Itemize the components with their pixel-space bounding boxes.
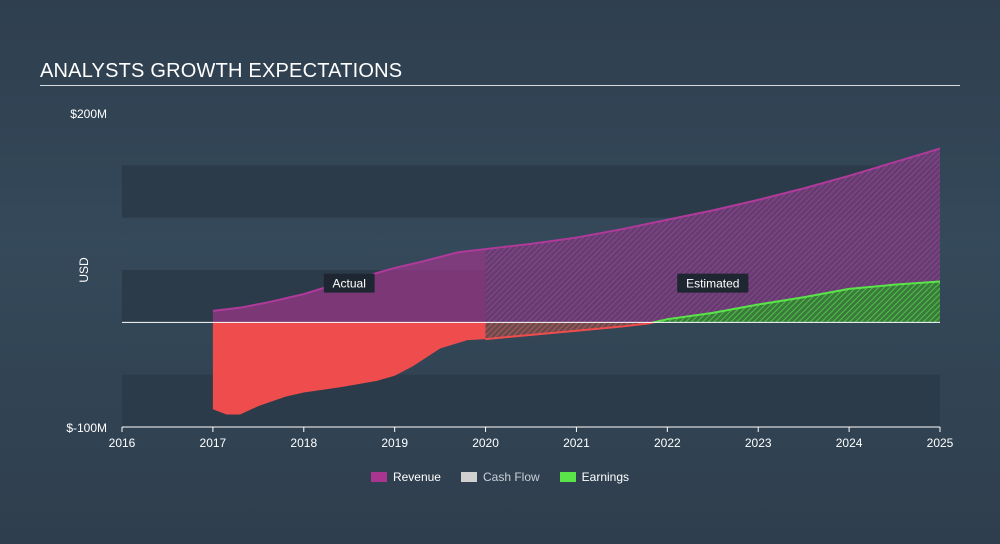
legend-item-earnings[interactable]: Earnings (559, 470, 630, 484)
x-tick-label: 2022 (654, 436, 681, 450)
x-tick-label: 2016 (109, 436, 136, 450)
legend-label: Earnings (581, 470, 630, 484)
earnings-area-estimated-positive (653, 281, 940, 323)
annotation-label: Actual (333, 277, 366, 291)
annotation-estimated: Estimated (677, 273, 749, 293)
x-tick-label: 2018 (290, 436, 317, 450)
x-tick-label: 2020 (472, 436, 499, 450)
chart-legend: Revenue Cash Flow Earnings (0, 470, 1000, 484)
y-tick-label: $-100M (66, 421, 107, 435)
x-tick-label: 2024 (836, 436, 863, 450)
title-divider (40, 85, 960, 86)
x-tick-label: 2025 (927, 436, 954, 450)
y-tick-label: $200M (70, 107, 107, 121)
earnings-line-positive (653, 280, 941, 324)
chart-title: ANALYSTS GROWTH EXPECTATIONS (40, 60, 403, 82)
legend-swatch (559, 472, 576, 482)
x-tick-label: 2023 (745, 436, 772, 450)
revenue-line (212, 147, 941, 312)
x-tick-label: 2021 (563, 436, 590, 450)
legend-label: Revenue (392, 470, 441, 484)
earnings-area-actual (212, 322, 486, 415)
annotation-label: Estimated (686, 277, 739, 291)
legend-item-revenue[interactable]: Revenue (370, 470, 441, 484)
annotation-box (677, 273, 749, 293)
revenue-area-estimated (485, 148, 940, 323)
earnings-line-negative (485, 321, 654, 341)
legend-label: Cash Flow (482, 470, 540, 484)
annotation-box (323, 273, 375, 293)
x-tick-label: 2017 (200, 436, 227, 450)
annotation-actual: Actual (323, 273, 375, 293)
legend-swatch (460, 472, 477, 482)
y-axis-label: USD (77, 257, 91, 283)
legend-item-cash-flow[interactable]: Cash Flow (460, 470, 540, 484)
legend-swatch (370, 472, 387, 482)
x-tick-label: 2019 (381, 436, 408, 450)
